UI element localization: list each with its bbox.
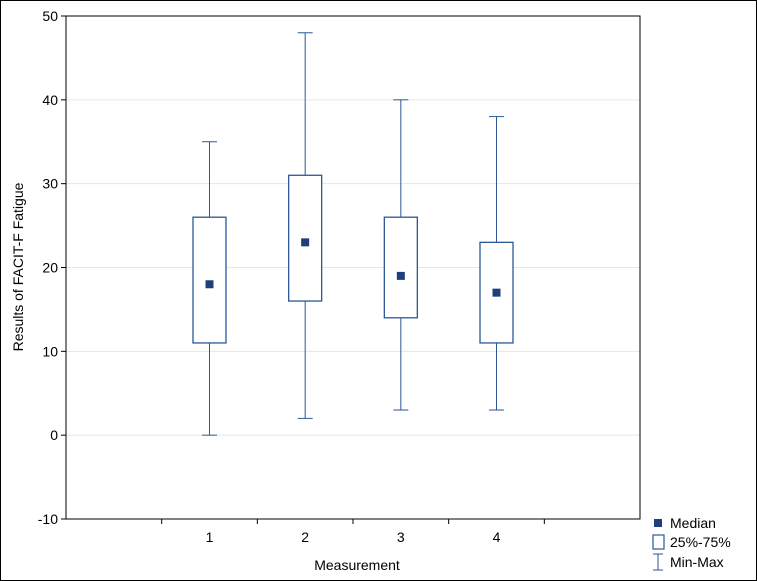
- box-2: [288, 32, 323, 419]
- legend: Median 25%-75% Min-Max: [652, 515, 731, 571]
- y-axis-title: Results of FACIT-F Fatigue: [10, 182, 26, 351]
- x-tick-label: 3: [397, 529, 405, 545]
- y-tick-label: 40: [42, 92, 58, 108]
- legend-item: Min-Max: [653, 553, 724, 571]
- legend-item: 25%-75%: [652, 534, 731, 550]
- median-marker: [301, 238, 310, 247]
- iqr-box: [383, 216, 418, 319]
- legend-label: Median: [670, 515, 716, 531]
- iqr-box: [192, 216, 227, 344]
- box-1: [192, 141, 227, 436]
- legend-item: Median: [654, 515, 716, 531]
- y-tick-label: 10: [42, 343, 58, 359]
- y-tick-label: 50: [42, 8, 58, 24]
- x-axis-title: Measurement: [314, 557, 400, 573]
- legend-box-icon: [652, 534, 665, 550]
- legend-label: 25%-75%: [670, 534, 731, 550]
- legend-median-icon: [654, 519, 662, 527]
- median-marker: [396, 271, 405, 280]
- x-tick-label: 1: [206, 529, 214, 545]
- iqr-box: [288, 174, 323, 302]
- y-tick-label: 0: [50, 427, 58, 443]
- median-marker: [492, 288, 501, 297]
- y-tick-label: -10: [38, 511, 58, 527]
- box-3: [383, 99, 418, 411]
- x-tick-label: 2: [301, 529, 309, 545]
- legend-label: Min-Max: [670, 554, 724, 570]
- median-marker: [205, 280, 214, 289]
- x-tick-label: 4: [493, 529, 501, 545]
- y-tick-label: 30: [42, 176, 58, 192]
- box-4: [479, 116, 514, 411]
- y-tick-label: 20: [42, 260, 58, 276]
